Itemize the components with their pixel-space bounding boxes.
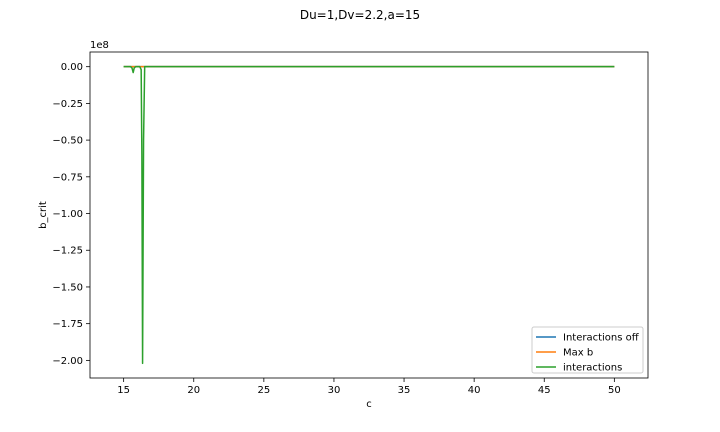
y-tick-label: −0.50 [52, 136, 83, 147]
x-axis-ticks: 15 20 25 30 35 40 45 50 [117, 378, 621, 396]
legend-label: Max b [563, 348, 593, 359]
legend: Interactions off Max b interactions [531, 326, 644, 374]
y-axis-label: b_crit [38, 201, 49, 229]
y-tick-label: −0.25 [52, 99, 83, 110]
chart-title: Du=1,Dv=2.2,a=15 [300, 8, 420, 22]
y-tick-label: −0.75 [52, 172, 83, 183]
plot-frame [89, 51, 649, 379]
y-offset-label: 1e8 [90, 40, 109, 51]
legend-label: Interactions off [563, 333, 640, 344]
x-tick-label: 30 [328, 385, 341, 396]
x-tick-label: 20 [187, 385, 200, 396]
series-line-2 [123, 65, 615, 365]
legend-label: interactions [563, 363, 622, 374]
x-tick-label: 40 [468, 385, 481, 396]
y-axis-ticks: 0.00 −0.25 −0.50 −0.75 −1.00 −1.25 −1.50 −1.75 −… [52, 62, 90, 367]
y-tick-label: −1.50 [52, 282, 83, 293]
x-tick-label: 15 [117, 385, 130, 396]
y-tick-label: −1.75 [52, 319, 83, 330]
x-tick-label: 45 [538, 385, 551, 396]
x-tick-label: 35 [398, 385, 411, 396]
y-tick-label: 0.00 [61, 62, 83, 73]
x-tick-label: 50 [608, 385, 621, 396]
y-tick-label: −1.00 [52, 209, 83, 220]
x-tick-label: 25 [257, 385, 270, 396]
legend-box [531, 326, 644, 374]
x-axis-label: c [366, 399, 372, 410]
y-tick-label: −1.25 [52, 246, 83, 257]
y-tick-label: −2.00 [52, 356, 83, 367]
plot-lines [123, 65, 615, 365]
